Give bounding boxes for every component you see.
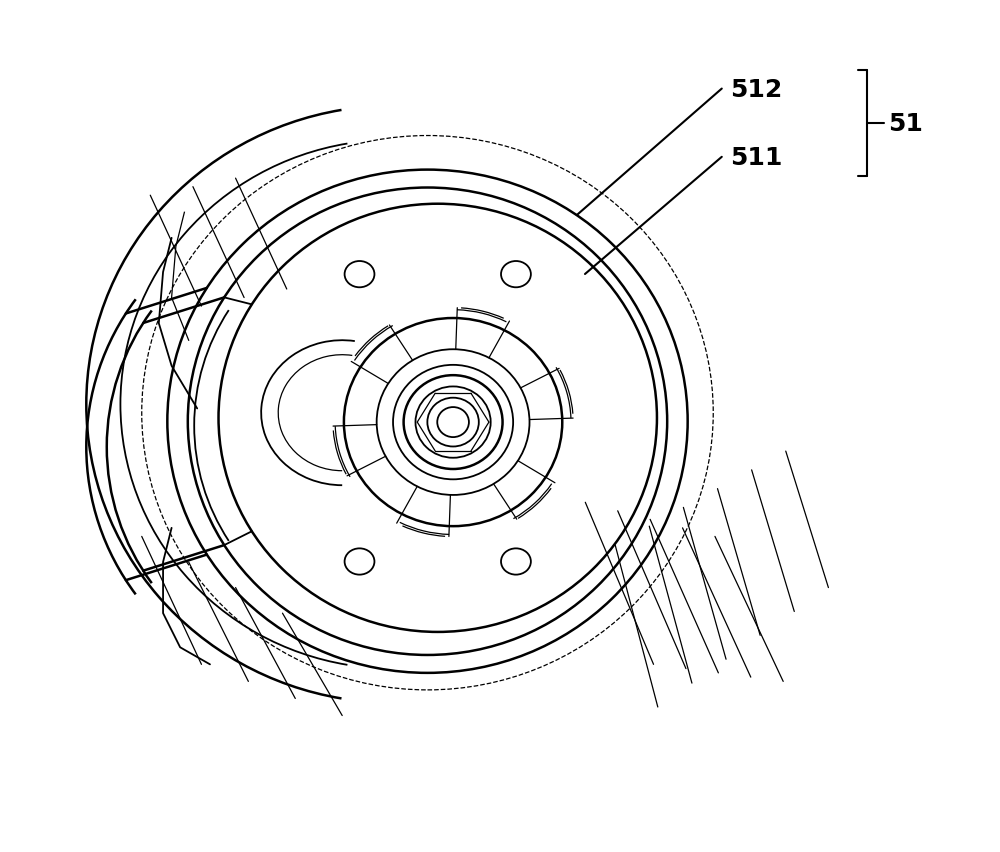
Text: 511: 511 [730, 146, 783, 170]
Text: 51: 51 [888, 112, 923, 135]
Text: 512: 512 [730, 78, 783, 101]
